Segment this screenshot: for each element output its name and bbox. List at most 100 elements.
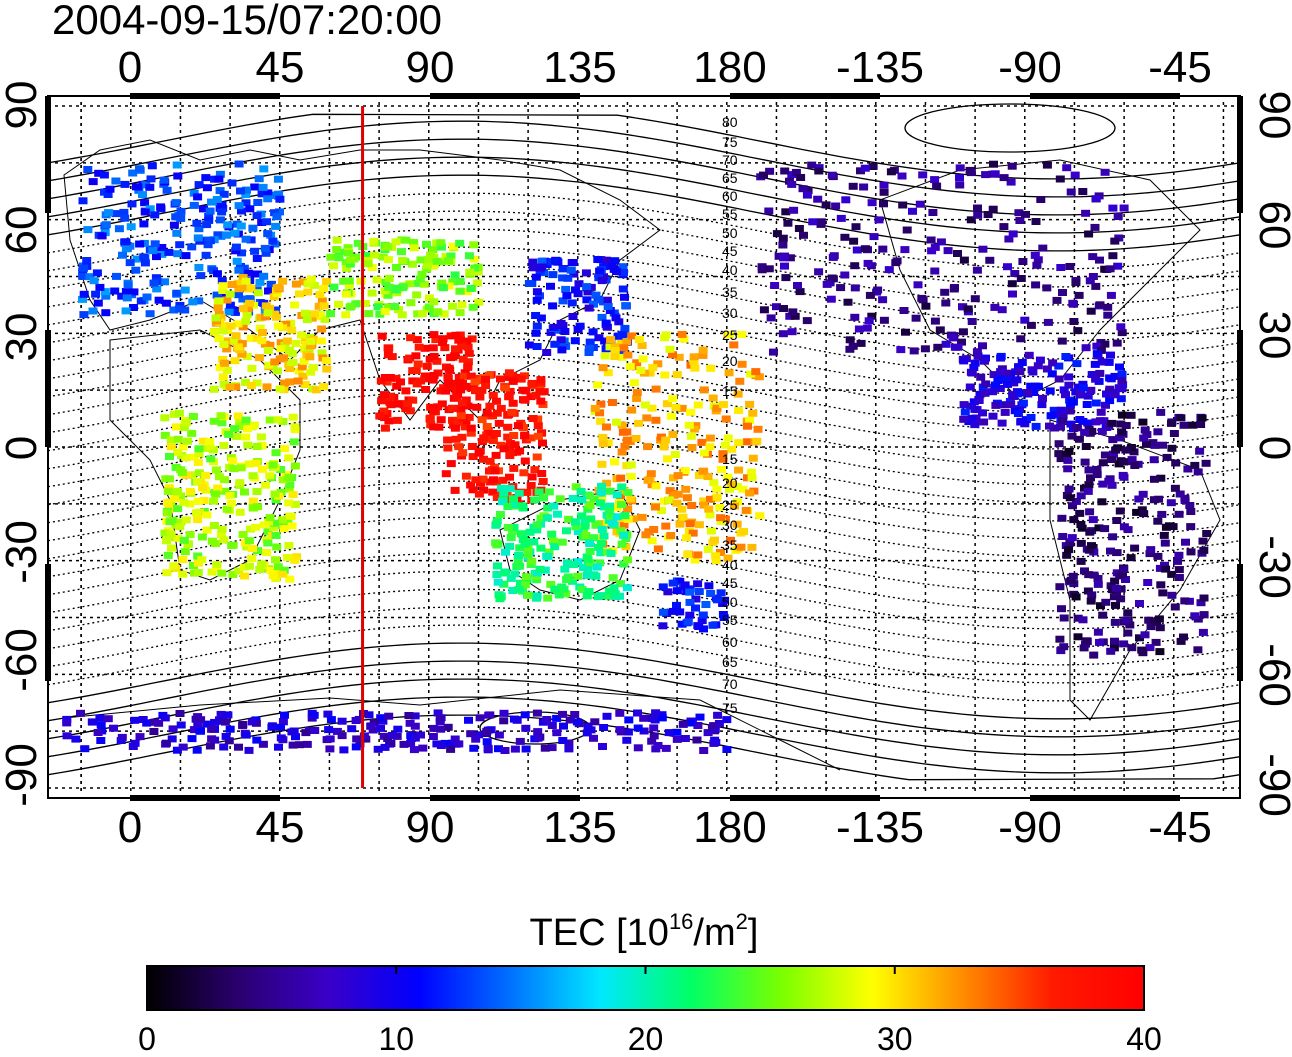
- tec-point: [383, 243, 393, 250]
- tec-point: [920, 345, 930, 353]
- tec-point: [733, 390, 743, 398]
- tec-point: [409, 244, 419, 252]
- tec-point: [886, 168, 896, 176]
- tec-point: [261, 313, 270, 321]
- tec-point: [533, 422, 543, 430]
- tec-point: [384, 303, 394, 311]
- tec-point: [1116, 420, 1126, 428]
- tec-point: [695, 713, 705, 721]
- tec-point: [699, 747, 709, 754]
- tec-point: [271, 532, 281, 539]
- tec-point: [649, 526, 659, 533]
- tec-point: [514, 551, 524, 559]
- tec-point: [1108, 533, 1118, 541]
- tec-point: [1099, 417, 1109, 425]
- tec-point: [236, 464, 246, 472]
- tec-point: [618, 285, 628, 293]
- tec-point: [621, 302, 631, 310]
- tec-point: [536, 380, 546, 388]
- tec-point: [223, 337, 233, 345]
- tec-point: [454, 417, 463, 425]
- tec-point: [346, 302, 356, 310]
- tec-point: [234, 285, 244, 293]
- tec-point: [332, 727, 342, 735]
- tec-point: [168, 725, 178, 733]
- tec-point: [593, 256, 603, 263]
- tec-point: [680, 467, 690, 475]
- tec-point: [586, 283, 596, 291]
- tec-point: [665, 487, 675, 495]
- tec-point: [1101, 598, 1111, 606]
- tec-point: [234, 291, 243, 299]
- tec-point: [182, 437, 192, 445]
- tec-point: [142, 293, 152, 301]
- tec-point: [96, 721, 106, 729]
- tec-point: [787, 171, 797, 179]
- tec-point: [303, 288, 313, 296]
- tec-point: [418, 744, 428, 752]
- tec-point: [649, 724, 659, 732]
- tec-point: [436, 387, 446, 395]
- tec-point: [199, 205, 208, 213]
- tec-point: [324, 726, 334, 734]
- tec-point: [520, 396, 530, 404]
- tec-point: [616, 527, 626, 535]
- tec-point: [410, 734, 420, 742]
- tec-point: [205, 207, 215, 215]
- tec-point: [222, 296, 232, 304]
- tec-point: [265, 514, 275, 522]
- tec-point: [1073, 614, 1083, 622]
- tec-point: [96, 737, 106, 744]
- tec-point: [668, 579, 678, 587]
- tec-point: [1030, 251, 1040, 259]
- tec-point: [518, 536, 528, 543]
- tec-point: [162, 186, 172, 194]
- tec-point: [193, 497, 203, 505]
- tec-point: [933, 343, 943, 351]
- tec-point: [1010, 270, 1020, 277]
- tec-point: [1196, 421, 1206, 428]
- tec-point: [798, 185, 808, 193]
- tec-point: [537, 470, 547, 477]
- tec-point: [597, 494, 607, 502]
- tec-point: [392, 382, 402, 390]
- tec-point: [191, 509, 201, 517]
- tec-point: [864, 317, 874, 325]
- tec-point: [1078, 384, 1088, 392]
- tec-point: [943, 247, 953, 255]
- tec-point: [234, 743, 243, 751]
- tec-point: [1103, 311, 1113, 319]
- tec-point: [993, 377, 1003, 385]
- tec-point: [246, 525, 255, 533]
- tec-point: [241, 416, 251, 424]
- tec-point: [249, 421, 259, 429]
- tec-point: [1084, 571, 1094, 579]
- tec-point: [727, 480, 737, 488]
- tec-point: [547, 744, 557, 752]
- tec-point: [1065, 494, 1075, 502]
- tec-point: [261, 481, 270, 489]
- tec-point: [226, 499, 236, 507]
- tec-point: [1078, 417, 1088, 425]
- tec-point: [1186, 508, 1196, 515]
- tec-point: [991, 401, 1001, 409]
- tec-point: [503, 503, 513, 510]
- tec-point: [85, 273, 95, 281]
- tec-point: [329, 283, 339, 291]
- tec-point: [663, 455, 672, 463]
- tec-point: [778, 330, 788, 338]
- tec-point: [537, 263, 547, 271]
- tec-point: [593, 381, 603, 389]
- tec-point: [734, 466, 744, 474]
- tec-point: [978, 409, 987, 417]
- tec-point: [429, 372, 439, 379]
- tec-point: [490, 467, 500, 475]
- tec-point: [1087, 542, 1096, 550]
- tec-point: [1105, 265, 1115, 273]
- tec-point: [661, 522, 671, 530]
- tec-point: [723, 473, 733, 481]
- tec-point: [157, 250, 167, 258]
- tec-point: [632, 389, 642, 397]
- tec-point: [376, 724, 385, 732]
- tec-point: [228, 570, 238, 578]
